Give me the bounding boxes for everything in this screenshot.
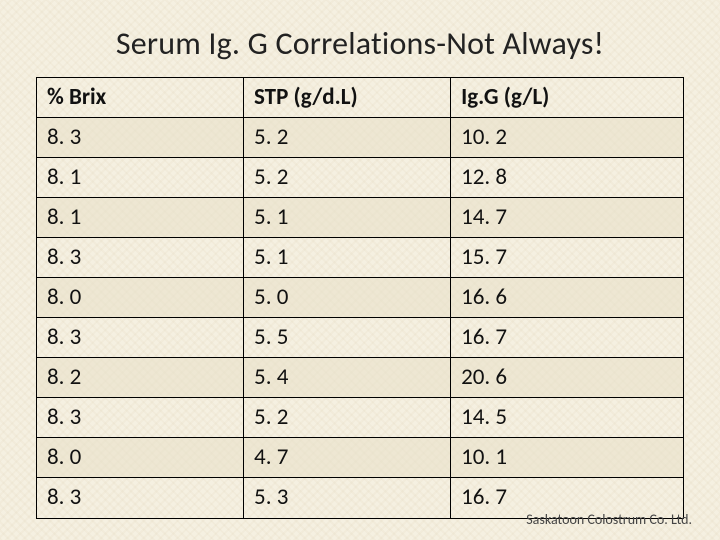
cell-brix: 8. 3 [37,318,244,358]
slide-title: Serum Ig. G Correlations-Not Always! [36,24,684,63]
cell-brix: 8. 3 [37,478,244,518]
cell-igg: 15. 7 [451,238,684,278]
cell-brix: 8. 3 [37,238,244,278]
cell-stp: 5. 2 [244,158,451,198]
cell-brix: 8. 2 [37,358,244,398]
table-row: 8. 3 5. 1 15. 7 [37,238,684,278]
cell-brix: 8. 3 [37,398,244,438]
cell-brix: 8. 0 [37,438,244,478]
col-header-stp: STP (g/d.L) [244,78,451,118]
slide: Serum Ig. G Correlations-Not Always! % B… [0,0,720,519]
cell-stp: 5. 2 [244,118,451,158]
cell-igg: 20. 6 [451,358,684,398]
table-row: 8. 1 5. 1 14. 7 [37,198,684,238]
correlation-table: % Brix STP (g/d.L) Ig.G (g/L) 8. 3 5. 2 … [36,77,684,519]
cell-igg: 16. 7 [451,318,684,358]
cell-igg: 14. 5 [451,398,684,438]
cell-stp: 5. 2 [244,398,451,438]
cell-igg: 10. 1 [451,438,684,478]
table-row: 8. 0 5. 0 16. 6 [37,278,684,318]
cell-brix: 8. 3 [37,118,244,158]
cell-stp: 5. 0 [244,278,451,318]
cell-stp: 5. 1 [244,238,451,278]
cell-igg: 12. 8 [451,158,684,198]
cell-stp: 5. 4 [244,358,451,398]
cell-igg: 16. 6 [451,278,684,318]
cell-brix: 8. 1 [37,198,244,238]
cell-igg: 10. 2 [451,118,684,158]
table-row: 8. 3 5. 2 14. 5 [37,398,684,438]
table-row: 8. 3 5. 2 10. 2 [37,118,684,158]
table-row: 8. 3 5. 5 16. 7 [37,318,684,358]
table-row: 8. 0 4. 7 10. 1 [37,438,684,478]
table-row: 8. 2 5. 4 20. 6 [37,358,684,398]
table-header-row: % Brix STP (g/d.L) Ig.G (g/L) [37,78,684,118]
col-header-brix: % Brix [37,78,244,118]
cell-stp: 5. 3 [244,478,451,518]
cell-stp: 5. 5 [244,318,451,358]
cell-stp: 4. 7 [244,438,451,478]
table-row: 8. 1 5. 2 12. 8 [37,158,684,198]
cell-brix: 8. 1 [37,158,244,198]
cell-brix: 8. 0 [37,278,244,318]
cell-stp: 5. 1 [244,198,451,238]
cell-igg: 14. 7 [451,198,684,238]
attribution-text: Saskatoon Colostrum Co. Ltd. [526,511,692,528]
col-header-igg: Ig.G (g/L) [451,78,684,118]
